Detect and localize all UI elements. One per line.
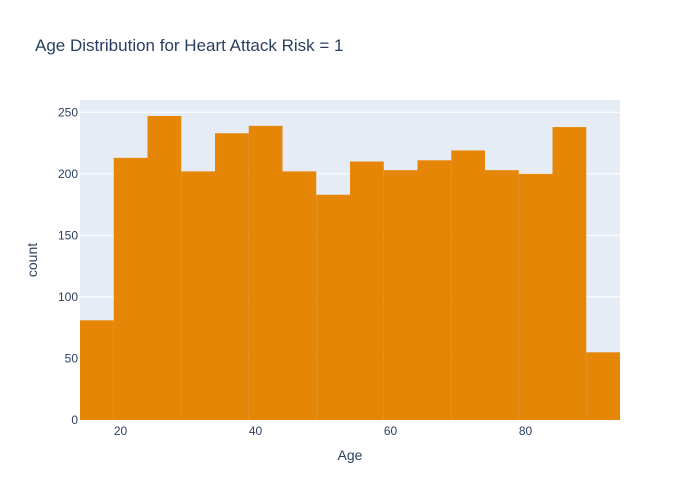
histogram-bar [350, 161, 384, 421]
x-tick-label: 80 [519, 424, 533, 438]
x-tick-label: 40 [249, 424, 263, 438]
x-axis-title: Age [338, 447, 363, 463]
histogram-bar [215, 133, 249, 420]
y-tick-label: 200 [58, 167, 78, 181]
y-axis-ticks: 0 50 100 150 200 250 [58, 105, 78, 427]
histogram-bar [383, 170, 418, 420]
y-tick-label: 50 [65, 351, 79, 365]
histogram-bar [282, 171, 317, 420]
x-tick-label: 20 [114, 424, 128, 438]
y-tick-label: 100 [58, 290, 78, 304]
histogram-bar [451, 150, 485, 420]
y-tick-label: 0 [71, 413, 78, 427]
y-axis-title: count [24, 243, 40, 277]
histogram-bar [80, 320, 114, 420]
histogram-bar [181, 171, 215, 420]
histogram-bar [552, 127, 587, 421]
y-tick-label: 250 [58, 105, 78, 119]
histogram-bar [518, 173, 553, 420]
chart-title: Age Distribution for Heart Attack Risk =… [35, 36, 344, 55]
histogram-bar [417, 160, 452, 421]
histogram-bar [485, 170, 519, 420]
x-tick-label: 60 [384, 424, 398, 438]
y-tick-label: 150 [58, 228, 78, 242]
bars [80, 116, 620, 421]
histogram-bar [586, 352, 620, 420]
histogram-bar [113, 157, 148, 420]
histogram-bar [147, 116, 182, 420]
histogram-bar [248, 125, 283, 420]
x-axis-ticks: 20 40 60 80 [114, 424, 533, 438]
histogram-bar [316, 194, 350, 420]
